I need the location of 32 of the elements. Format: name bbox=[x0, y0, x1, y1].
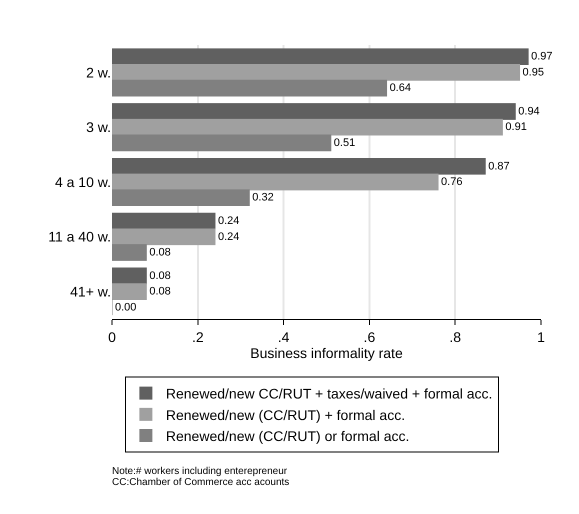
data-label: 0.51 bbox=[334, 136, 356, 149]
x-tick-label: .6 bbox=[364, 328, 376, 345]
y-tick-label: 3 w. bbox=[86, 119, 111, 136]
text: Note:# workers including enterepreneur bbox=[112, 466, 288, 477]
data-label: 0.08 bbox=[149, 246, 171, 259]
legend-label: Renewed/new CC/RUT + taxes/waived + formal acc. bbox=[166, 386, 492, 402]
data-label: 0.91 bbox=[505, 121, 527, 134]
data-label: 0.24 bbox=[218, 215, 240, 228]
legend-label: Renewed/new (CC/RUT) or formal acc. bbox=[166, 428, 410, 444]
y-tick-label: 11 a 40 w. bbox=[48, 228, 111, 245]
x-tick-label: .2 bbox=[192, 328, 204, 345]
data-label: 0.94 bbox=[518, 105, 540, 118]
data-label: 0.97 bbox=[531, 50, 553, 63]
x-tick-label: 1 bbox=[537, 328, 546, 345]
data-label: 0.32 bbox=[252, 192, 274, 204]
x-tick-label: .8 bbox=[449, 328, 462, 345]
y-tick-label: 41+ w. bbox=[70, 284, 111, 300]
y-tick-label: 4 a 10 w. bbox=[54, 174, 111, 190]
x-tick-label: 0 bbox=[108, 328, 116, 345]
data-label: 0.64 bbox=[390, 82, 411, 94]
data-label: 0.24 bbox=[218, 230, 240, 243]
data-label: 0.08 bbox=[149, 270, 171, 282]
data-label: 0.76 bbox=[441, 176, 462, 188]
data-label: 0.87 bbox=[488, 160, 510, 172]
x-axis-title: Business informality rate bbox=[250, 345, 403, 362]
y-tick-label: 2 w. bbox=[86, 64, 111, 80]
legend-label: Renewed/new (CC/RUT) + formal acc. bbox=[166, 406, 406, 423]
data-label: 0.95 bbox=[522, 66, 544, 78]
text: CC:Chamber of Commerce acc acounts bbox=[112, 477, 290, 488]
x-tick-label: .4 bbox=[278, 328, 290, 345]
data-label: 0.00 bbox=[115, 301, 136, 314]
data-label: 0.08 bbox=[149, 286, 171, 298]
